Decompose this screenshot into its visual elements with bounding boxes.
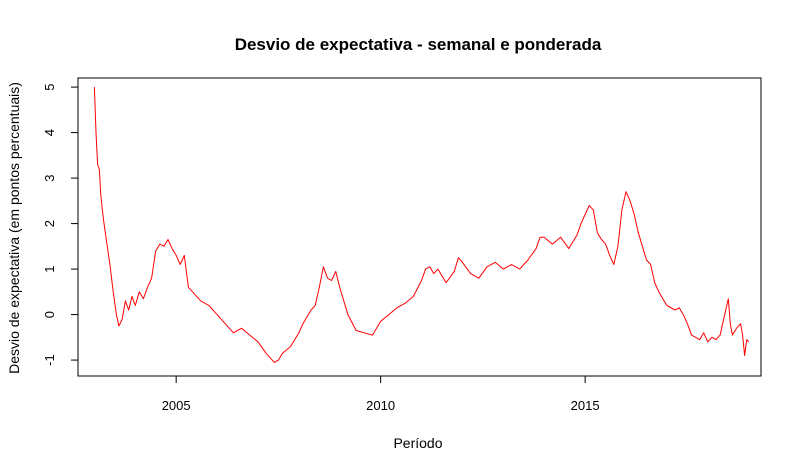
y-axis-label: Desvio de expectativa (em pontos percent… <box>6 82 22 374</box>
y-tick-label: 2 <box>42 220 57 227</box>
y-tick-label: 0 <box>42 311 57 318</box>
y-tick-label: 3 <box>42 174 57 181</box>
y-tick-label: 4 <box>42 129 57 136</box>
series-line <box>93 87 750 363</box>
x-axis: 2005 2010 2015 <box>162 375 600 413</box>
x-tick-label: 2005 <box>162 398 191 413</box>
series-layer <box>93 87 750 363</box>
y-tick-label: 5 <box>42 83 57 90</box>
plot-frame <box>77 77 762 377</box>
y-tick-label: 1 <box>42 265 57 272</box>
x-axis-label: Período <box>393 435 442 451</box>
y-tick-label: -1 <box>42 354 57 366</box>
chart-title: Desvio de expectativa - semanal e ponder… <box>235 35 602 54</box>
x-tick-label: 2010 <box>366 398 395 413</box>
x-tick-label: 2015 <box>571 398 600 413</box>
y-axis: -1 0 1 2 3 4 5 <box>42 83 79 366</box>
